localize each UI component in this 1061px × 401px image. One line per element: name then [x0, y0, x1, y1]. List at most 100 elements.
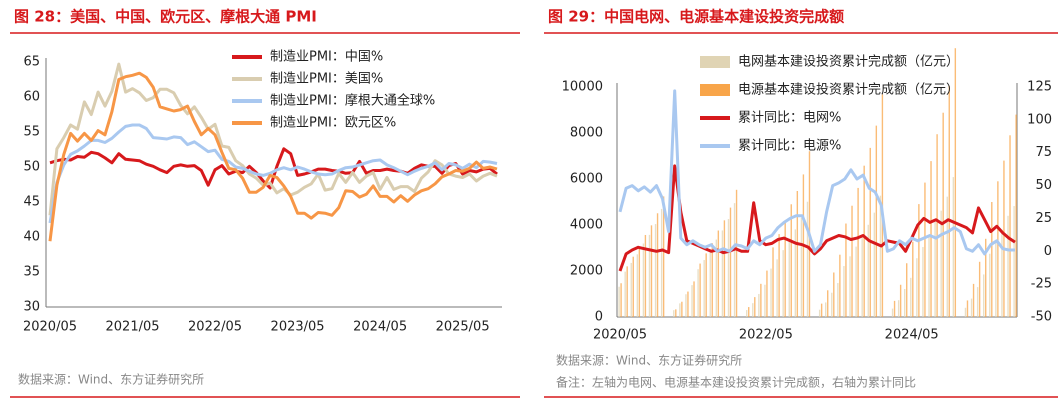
bar: [776, 259, 778, 317]
bar: [818, 309, 821, 317]
bar: [893, 300, 896, 317]
bar: [875, 125, 878, 317]
bar: [1007, 215, 1009, 317]
y-tick-label: 30: [23, 300, 40, 315]
bar: [861, 234, 863, 317]
bar: [735, 189, 738, 317]
bar: [693, 281, 695, 317]
bar: [806, 201, 809, 317]
bar: [784, 220, 786, 317]
bar: [733, 203, 736, 317]
bar: [845, 223, 847, 317]
bar: [632, 256, 634, 317]
bar: [970, 298, 973, 317]
bar: [673, 310, 675, 317]
bar: [833, 272, 835, 317]
bar: [966, 300, 969, 317]
y-tick-label: 55: [23, 125, 40, 140]
bar: [794, 229, 797, 317]
bar: [952, 177, 955, 317]
source: 数据来源：Wind、东方证券研究所: [18, 372, 204, 387]
x-tick-label: 2020/05: [23, 320, 77, 335]
bar: [660, 208, 663, 317]
bar: [851, 205, 853, 317]
bar: [1013, 206, 1015, 317]
bar: [656, 213, 659, 317]
bar: [691, 285, 693, 317]
bar: [948, 85, 950, 318]
bar: [910, 277, 912, 317]
y-tick-label: 4000: [570, 218, 603, 233]
bar: [928, 235, 930, 317]
bar: [912, 241, 914, 317]
legend-label: 电网基本建设投资累计完成额（亿元）: [738, 54, 959, 70]
bar: [843, 266, 845, 317]
x-tick-label: 2023/05: [271, 320, 325, 335]
source: 数据来源：Wind、东方证券研究所: [556, 353, 742, 368]
bar: [772, 247, 774, 317]
bar: [679, 303, 681, 317]
bar: [754, 297, 756, 317]
bar: [1001, 229, 1003, 317]
line-series: [48, 62, 498, 216]
legend-swatch: [700, 84, 730, 96]
legend-label: 电源基本建设投资累计完成额（亿元）: [738, 82, 959, 98]
line-series: [48, 123, 498, 224]
bar: [687, 291, 689, 317]
line-series: [618, 89, 1015, 256]
bar: [995, 241, 997, 317]
line-series: [618, 164, 1016, 272]
legend-label: 累计同比：电网%: [738, 111, 841, 126]
bar: [989, 253, 991, 317]
bar: [942, 112, 944, 318]
bar: [727, 219, 730, 317]
legend-label: 制造业PMI：摩根大通全球%: [270, 93, 435, 109]
bar: [869, 147, 871, 317]
y-tick-label: 40: [23, 230, 40, 245]
note: 备注：左轴为电网、电源基本建设投资累计完成额，右轴为累计同比: [556, 375, 916, 390]
bar: [983, 274, 985, 317]
bar: [837, 283, 839, 317]
y2-tick-label: 0: [1044, 244, 1052, 259]
y2-tick-label: 125: [1027, 80, 1052, 95]
y-tick-label: 8000: [570, 126, 603, 141]
bar: [855, 246, 857, 317]
bar: [697, 269, 699, 317]
x-tick-label: 2022/05: [739, 328, 793, 343]
x-tick-label: 2024/05: [885, 328, 939, 343]
bar: [790, 204, 792, 317]
bar: [618, 286, 620, 317]
x-tick-label: 2024/05: [353, 320, 407, 335]
y2-tick-label: 75: [1035, 145, 1052, 160]
bar: [764, 284, 766, 317]
bar: [796, 191, 799, 317]
bar: [976, 287, 979, 317]
legend-label: 制造业PMI：欧元区%: [270, 116, 396, 131]
bar: [964, 307, 967, 317]
bar: [934, 221, 936, 317]
y-tick-label: 65: [23, 55, 40, 70]
bar: [825, 302, 827, 317]
bar: [681, 301, 683, 317]
bar: [936, 134, 938, 317]
bar: [717, 230, 720, 317]
bar: [922, 247, 924, 317]
y2-tick-label: -50: [1031, 310, 1052, 325]
bar: [638, 247, 641, 317]
bar: [748, 307, 750, 317]
x-tick-label: 2021/05: [106, 320, 160, 335]
y-tick-label: 50: [23, 160, 40, 175]
bar: [873, 212, 876, 317]
bar: [715, 239, 718, 317]
bar: [904, 289, 906, 317]
bar: [703, 260, 705, 317]
bar: [705, 253, 707, 317]
bar: [620, 283, 622, 317]
y-tick-label: 45: [23, 195, 40, 210]
bar: [972, 283, 975, 317]
bar: [760, 283, 762, 317]
bar: [991, 202, 993, 317]
bar: [654, 224, 657, 317]
bar: [839, 254, 841, 317]
bar: [782, 250, 784, 317]
